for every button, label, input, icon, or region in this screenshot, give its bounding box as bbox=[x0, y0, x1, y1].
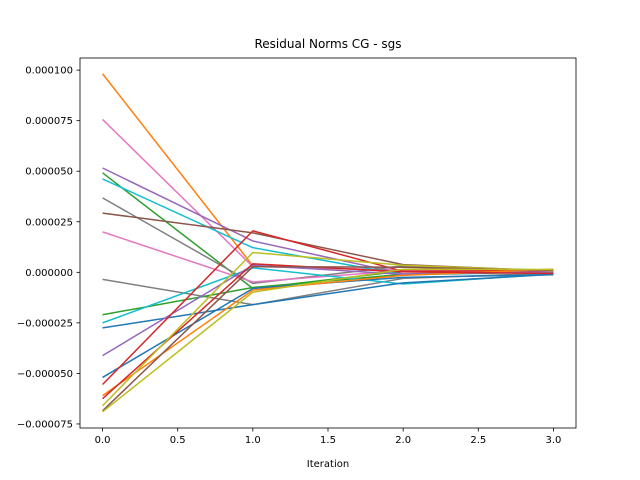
y-tick-label: −0.000075 bbox=[17, 419, 73, 430]
x-tick-label: 1.0 bbox=[245, 435, 261, 446]
x-axis: 0.0 0.5 1.0 1.5 2.0 2.5 3.0 bbox=[95, 428, 562, 446]
y-tick-label: 0.000000 bbox=[25, 268, 73, 279]
series-line-18 bbox=[102, 251, 554, 407]
y-tick-label: −0.000025 bbox=[17, 318, 73, 329]
x-tick-label: 1.5 bbox=[320, 435, 336, 446]
y-tick-label: 0.000025 bbox=[25, 217, 73, 228]
y-tick-label: 0.000100 bbox=[25, 66, 73, 77]
y-tick-label: −0.000050 bbox=[17, 369, 73, 380]
series-line-20 bbox=[102, 268, 554, 413]
y-axis: −0.000075 −0.000050 −0.000025 0.000000 0.000… bbox=[17, 66, 80, 430]
chart-title: Residual Norms CG - sgs bbox=[254, 37, 401, 51]
series-line-12 bbox=[102, 273, 554, 329]
series-line-17 bbox=[102, 263, 554, 400]
x-tick-label: 2.0 bbox=[395, 435, 411, 446]
x-tick-label: 2.5 bbox=[470, 435, 486, 446]
series-layer bbox=[101, 73, 554, 413]
y-tick-label: 0.000075 bbox=[25, 116, 73, 127]
x-tick-label: 0.5 bbox=[170, 435, 186, 446]
x-tick-label: 3.0 bbox=[546, 435, 562, 446]
y-tick-label: 0.000050 bbox=[25, 167, 73, 178]
series-line-15 bbox=[102, 230, 554, 386]
x-tick-label: 0.0 bbox=[95, 435, 111, 446]
x-axis-label: Iteration bbox=[307, 459, 349, 470]
